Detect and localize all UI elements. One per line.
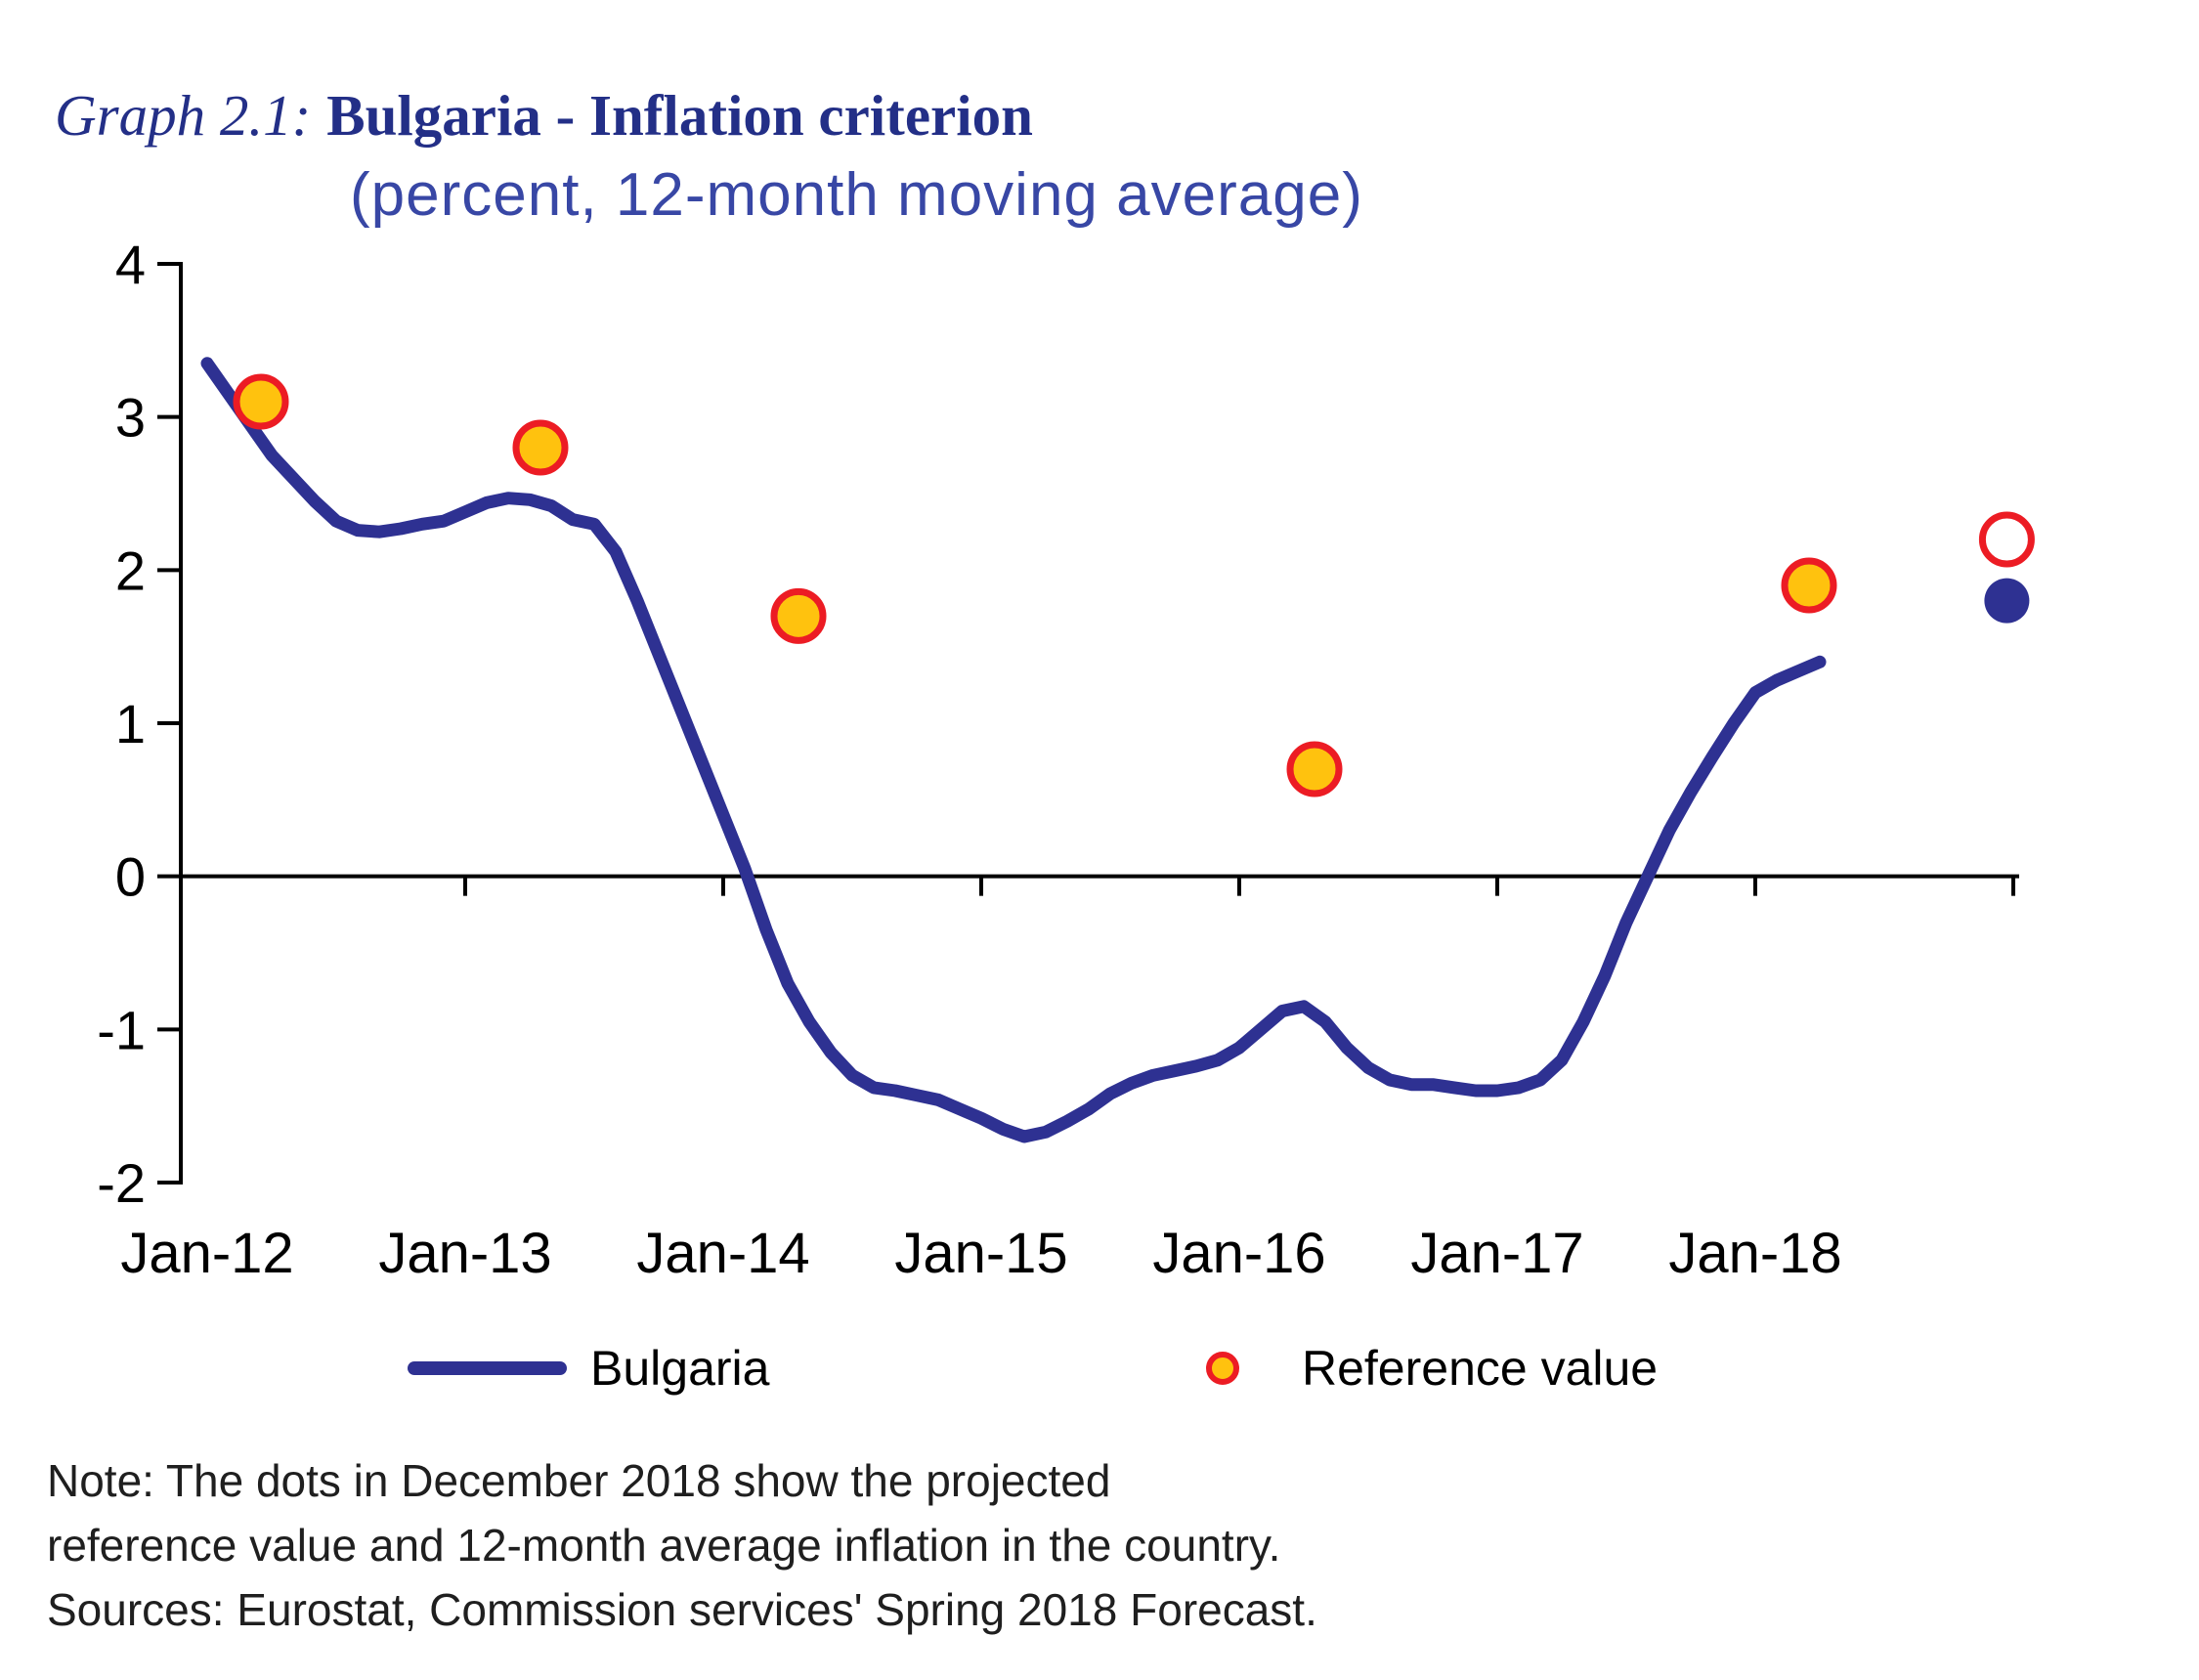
- note-line: Note: The dots in December 2018 show the…: [47, 1455, 1111, 1506]
- reference-dot: [1286, 741, 1343, 797]
- y-tick-label: -2: [97, 1152, 146, 1214]
- y-tick-label: 4: [115, 234, 146, 295]
- y-tick-label: 0: [115, 846, 146, 908]
- projected-inflation-dot: [1984, 578, 2030, 624]
- reference-dot: [1781, 557, 1837, 614]
- x-tick-label: Jan-12: [120, 1222, 293, 1285]
- reference-dot: [770, 587, 827, 644]
- x-tick-label: Jan-18: [1668, 1222, 1841, 1285]
- x-tick-label: Jan-16: [1152, 1222, 1325, 1285]
- note: Note: The dots in December 2018 show the…: [47, 1448, 1317, 1642]
- y-tick-label: 3: [115, 387, 146, 449]
- legend-item-bulgaria: Bulgaria: [408, 1337, 769, 1400]
- chart-subtitle: (percent, 12-month moving average): [350, 161, 1363, 229]
- note-line: reference value and 12-month average inf…: [47, 1520, 1281, 1571]
- x-tick-label: Jan-13: [378, 1222, 551, 1285]
- bulgaria-line-swatch: [408, 1361, 567, 1375]
- x-tick-label: Jan-14: [636, 1222, 809, 1285]
- inflation-chart: 4 3 2 1 0 -1 -2 Jan-12 Jan-13 Jan-14 Jan-15 Jan-16 J…: [97, 234, 2035, 1285]
- y-tick-label: 1: [115, 693, 146, 754]
- graph-number: Graph 2.1:: [55, 83, 312, 148]
- chart-legend: Bulgaria Reference value: [0, 1337, 2199, 1415]
- legend-item-reference: Reference value: [1206, 1337, 1658, 1400]
- chart-title: Graph 2.1: Bulgaria - Inflation criterion: [55, 82, 1033, 150]
- y-tick-label: 2: [115, 539, 146, 601]
- bulgaria-line: [200, 357, 1827, 1143]
- note-line: Sources: Eurostat, Commission services' …: [47, 1584, 1317, 1635]
- projected-reference-dot: [1978, 511, 2035, 568]
- y-tick-label: -1: [97, 999, 146, 1060]
- title-text: Bulgaria - Inflation criterion: [326, 83, 1033, 148]
- reference-dot: [512, 419, 569, 476]
- x-tick-label: Jan-17: [1410, 1222, 1583, 1285]
- legend-bulgaria-label: Bulgaria: [590, 1341, 770, 1396]
- legend-reference-label: Reference value: [1302, 1341, 1659, 1396]
- reference-dot-swatch: [1206, 1352, 1239, 1385]
- reference-dot: [233, 373, 289, 430]
- x-tick-label: Jan-15: [894, 1222, 1067, 1285]
